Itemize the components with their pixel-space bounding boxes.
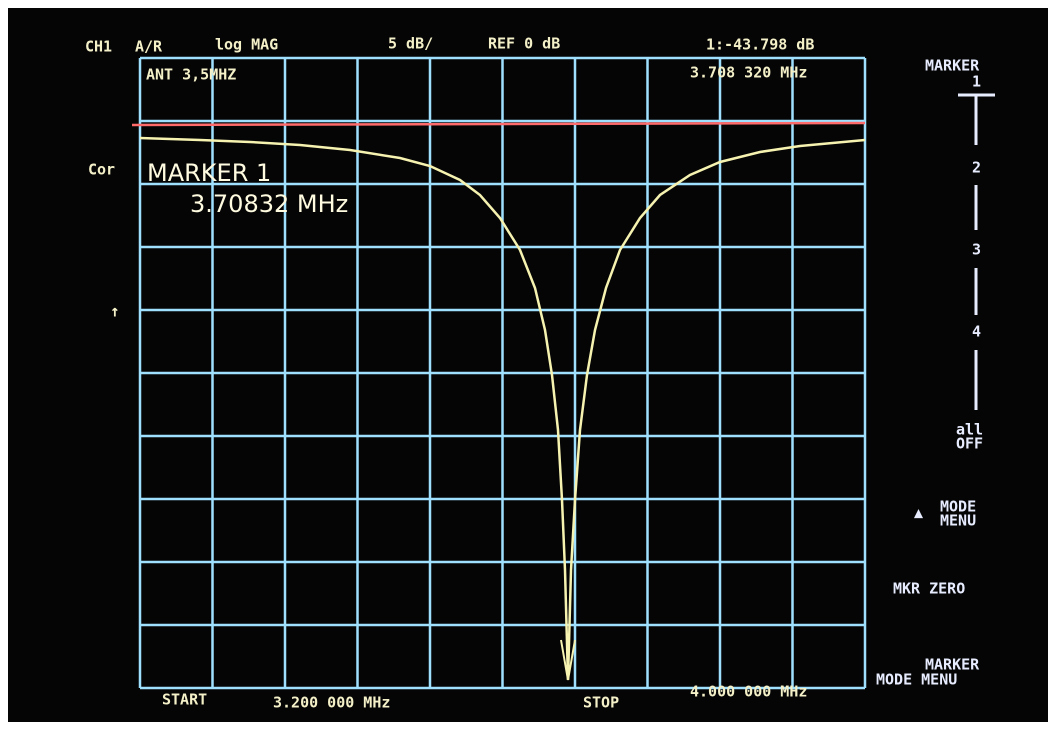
channel: CH1 (85, 38, 112, 56)
softkey-marker[interactable]: 2 (972, 159, 981, 177)
analyzer-screen: CH1 A/R log MAG 5 dB/ REF 0 dB 1:-43.798… (0, 0, 1053, 729)
stop-label: STOP (583, 694, 619, 712)
softkey-marker[interactable]: 1 (972, 73, 981, 91)
marker-title: MARKER 1 (147, 159, 271, 187)
marker-frequency: 3.708 320 MHz (690, 64, 807, 82)
softkey-marker[interactable]: 4 (972, 323, 981, 341)
trace-title: ANT 3,5MHZ (146, 66, 236, 84)
softkey-mode-menu[interactable]: MENU (940, 512, 976, 530)
marker-readout: 1:-43.798 dB (706, 36, 814, 54)
screen (8, 8, 1048, 722)
softkey-triangle: ▲ (914, 504, 923, 522)
softkey-marker[interactable]: 3 (972, 241, 981, 259)
scale: 5 dB/ (388, 35, 433, 53)
format: log MAG (215, 36, 278, 54)
stop-value: 4.000 000 MHz (690, 683, 807, 701)
start-value: 3.200 000 MHz (273, 694, 390, 712)
reference-level: REF 0 dB (488, 35, 560, 53)
arrow-indicator: ↑ (110, 302, 120, 321)
status: Cor (88, 161, 115, 179)
softkey-all-off[interactable]: OFF (956, 435, 983, 453)
softkey-marker-mode-menu[interactable]: MODE MENU (876, 671, 957, 689)
softkey-marker-zero[interactable]: MKR ZERO (893, 580, 965, 598)
measurement: A/R (135, 38, 163, 56)
marker-value: 3.70832 MHz (190, 190, 348, 218)
start-label: START (162, 691, 207, 709)
